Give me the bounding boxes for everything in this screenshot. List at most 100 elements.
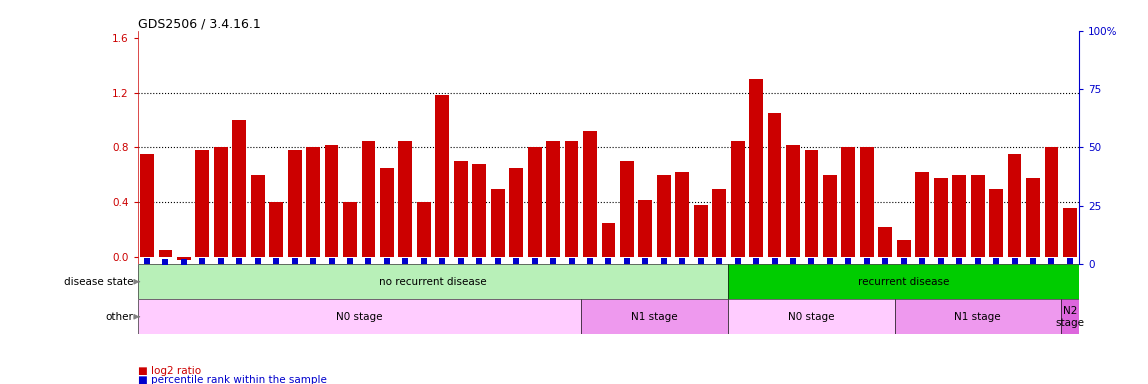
Bar [177, 257, 191, 260]
Bar [620, 161, 634, 257]
Point [709, 258, 728, 264]
Bar [195, 150, 209, 257]
Point [673, 258, 691, 264]
Point [839, 258, 858, 264]
Point [156, 259, 174, 265]
Point [618, 258, 636, 264]
Point [1042, 258, 1061, 264]
Point [359, 258, 378, 264]
Point [414, 258, 433, 264]
Bar [288, 150, 302, 257]
Bar [638, 200, 652, 257]
Point [636, 258, 654, 264]
Text: other: other [106, 312, 133, 322]
Point [581, 258, 599, 264]
Point [876, 258, 894, 264]
Bar [768, 113, 782, 257]
Text: N0 stage: N0 stage [336, 312, 382, 322]
Point [378, 258, 396, 264]
Point [1024, 258, 1042, 264]
Bar [897, 240, 910, 257]
Point [747, 258, 766, 264]
Bar [712, 189, 727, 257]
Bar [362, 141, 375, 257]
Point [766, 258, 784, 264]
Bar [731, 141, 745, 257]
Point [784, 258, 802, 264]
Bar [140, 154, 154, 257]
Bar [729, 264, 1079, 299]
Bar [805, 150, 819, 257]
Text: ■ percentile rank within the sample: ■ percentile rank within the sample [138, 375, 327, 384]
Bar [270, 202, 284, 257]
Bar [952, 175, 967, 257]
Bar [971, 175, 985, 257]
Bar [657, 175, 670, 257]
Bar [307, 147, 320, 257]
Point [821, 258, 839, 264]
Bar [417, 202, 430, 257]
Bar [565, 141, 579, 257]
Bar [435, 95, 449, 257]
Bar [583, 131, 597, 257]
Bar [729, 299, 894, 334]
Point [949, 258, 968, 264]
Point [267, 258, 286, 264]
Point [691, 258, 709, 264]
Bar [581, 299, 729, 334]
Point [1006, 258, 1024, 264]
Point [433, 258, 451, 264]
Bar [693, 205, 707, 257]
Text: disease state: disease state [63, 277, 133, 287]
Point [470, 258, 488, 264]
Point [931, 258, 949, 264]
Bar [325, 145, 339, 257]
Bar [933, 178, 947, 257]
Point [563, 258, 581, 264]
Bar [510, 168, 523, 257]
Point [969, 258, 987, 264]
Point [654, 258, 673, 264]
Point [304, 258, 323, 264]
Text: N0 stage: N0 stage [789, 312, 835, 322]
Point [544, 258, 563, 264]
Point [987, 258, 1006, 264]
Point [230, 258, 248, 264]
Point [249, 258, 267, 264]
Point [858, 258, 876, 264]
Text: GDS2506 / 3.4.16.1: GDS2506 / 3.4.16.1 [138, 18, 261, 31]
Bar [138, 264, 729, 299]
Bar [823, 175, 837, 257]
Bar [380, 168, 394, 257]
Text: N1 stage: N1 stage [631, 312, 678, 322]
Point [894, 258, 913, 264]
Bar [1026, 178, 1040, 257]
Bar [1008, 154, 1022, 257]
Bar [1061, 299, 1079, 334]
Point [1061, 258, 1079, 265]
Bar [546, 141, 560, 257]
Bar [602, 223, 615, 257]
Bar [860, 147, 874, 257]
Text: N2
stage: N2 stage [1055, 306, 1085, 328]
Bar [232, 120, 246, 257]
Bar [491, 189, 505, 257]
Point [138, 258, 156, 264]
Bar [214, 147, 227, 257]
Point [729, 258, 747, 264]
Bar [158, 250, 172, 257]
Bar [250, 175, 265, 257]
Text: N1 stage: N1 stage [954, 312, 1001, 322]
Point [193, 258, 211, 264]
Text: ■ log2 ratio: ■ log2 ratio [138, 366, 201, 376]
Bar [528, 147, 542, 257]
Bar [878, 227, 892, 257]
Point [451, 258, 470, 264]
Bar [398, 141, 412, 257]
Text: recurrent disease: recurrent disease [858, 277, 949, 287]
Bar [453, 161, 467, 257]
Point [396, 258, 414, 264]
Point [489, 258, 507, 264]
Bar [138, 299, 581, 334]
Point [211, 258, 230, 264]
